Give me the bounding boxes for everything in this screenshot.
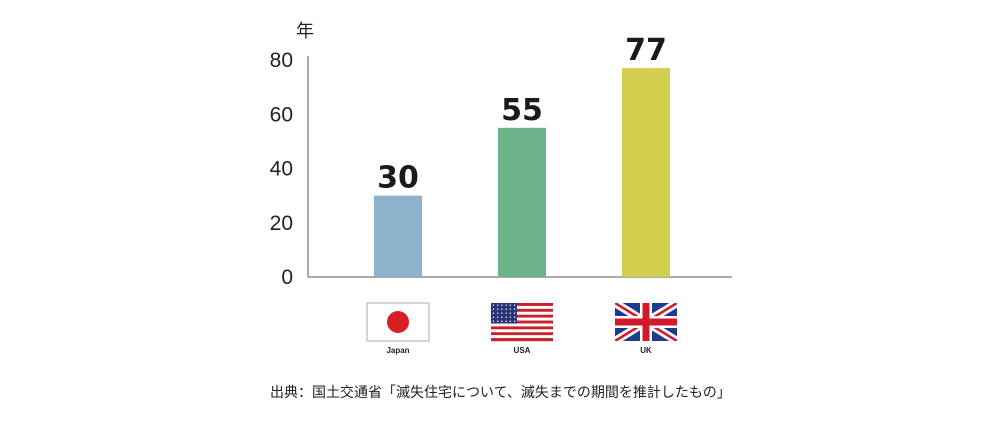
bar-japan — [374, 195, 422, 277]
bar-chart: 年 0 20 40 60 80 30 55 77 Japan USA UK — [270, 21, 732, 355]
y-tick-label: 80 — [270, 49, 293, 72]
y-tick-label: 20 — [270, 212, 293, 235]
x-category-label: Japan — [386, 346, 409, 355]
source-note: 出典：国土交通省「滅失住宅について、滅失までの期間を推計したもの」 — [270, 385, 731, 401]
bar-value-label: 77 — [625, 33, 667, 68]
japan-flag-icon — [366, 302, 430, 342]
y-axis-unit-label: 年 — [296, 21, 314, 42]
bar-uk — [622, 68, 670, 277]
y-tick-label: 40 — [270, 158, 293, 181]
x-category-label: UK — [640, 346, 652, 355]
bar-value-label: 55 — [501, 93, 543, 128]
usa-flag-icon — [491, 303, 553, 342]
y-tick-label: 0 — [281, 266, 293, 289]
x-category-label: USA — [514, 346, 531, 355]
bar-value-label: 30 — [377, 161, 419, 196]
uk-flag-icon — [615, 303, 677, 341]
y-tick-label: 60 — [270, 103, 293, 126]
bar-usa — [498, 127, 546, 277]
